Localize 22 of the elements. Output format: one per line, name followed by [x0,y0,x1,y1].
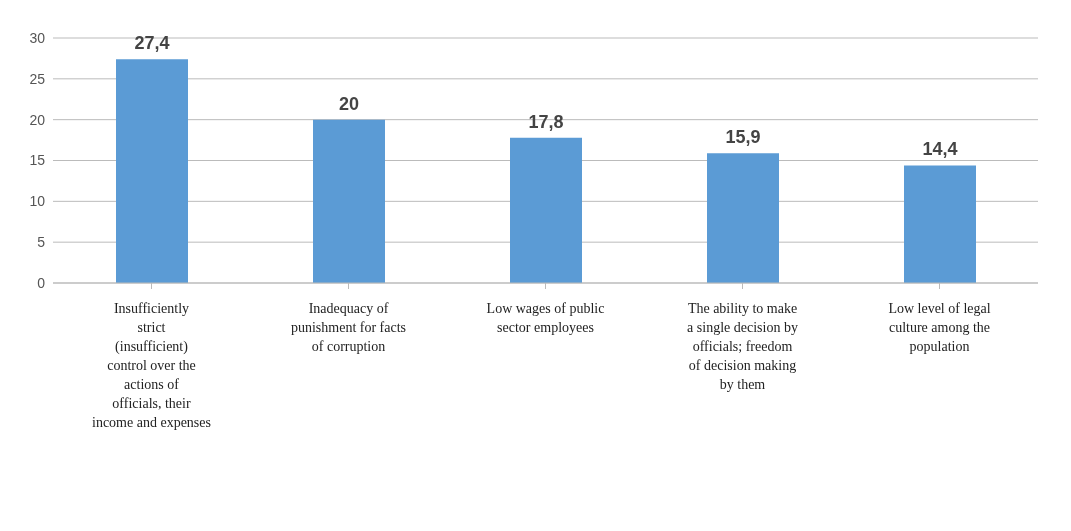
bar [707,153,779,283]
y-tick-label: 5 [37,234,46,251]
bar [510,137,582,283]
x-tick-label: Insufficiently strict (insufficient) control over the actions of officials, their income and expenses [92,301,211,430]
data-label: 20 [338,93,360,114]
y-tick-label: 20 [29,111,46,128]
x-tick-label: The ability to make a single decision by officials; freedom of decision making by them [687,301,798,392]
y-tick-label: 15 [29,152,46,169]
data-label: 15,9 [725,127,761,148]
bar [116,59,188,283]
bar [313,119,385,283]
y-tick-label: 25 [29,70,46,87]
y-tick-label: 30 [29,29,46,46]
data-label: 27,4 [134,33,170,54]
x-tick-label: Low level of legal culture among the population [888,301,991,354]
x-tick-label: Low wages of public sector employees [486,301,605,335]
y-tick-label: 0 [37,274,46,291]
x-tick-label: Inadequacy of punishment for facts of corruption [290,301,407,354]
bar [904,165,976,283]
y-tick-label: 10 [29,193,46,210]
data-label: 14,4 [922,139,958,160]
data-label: 17,8 [528,111,564,132]
